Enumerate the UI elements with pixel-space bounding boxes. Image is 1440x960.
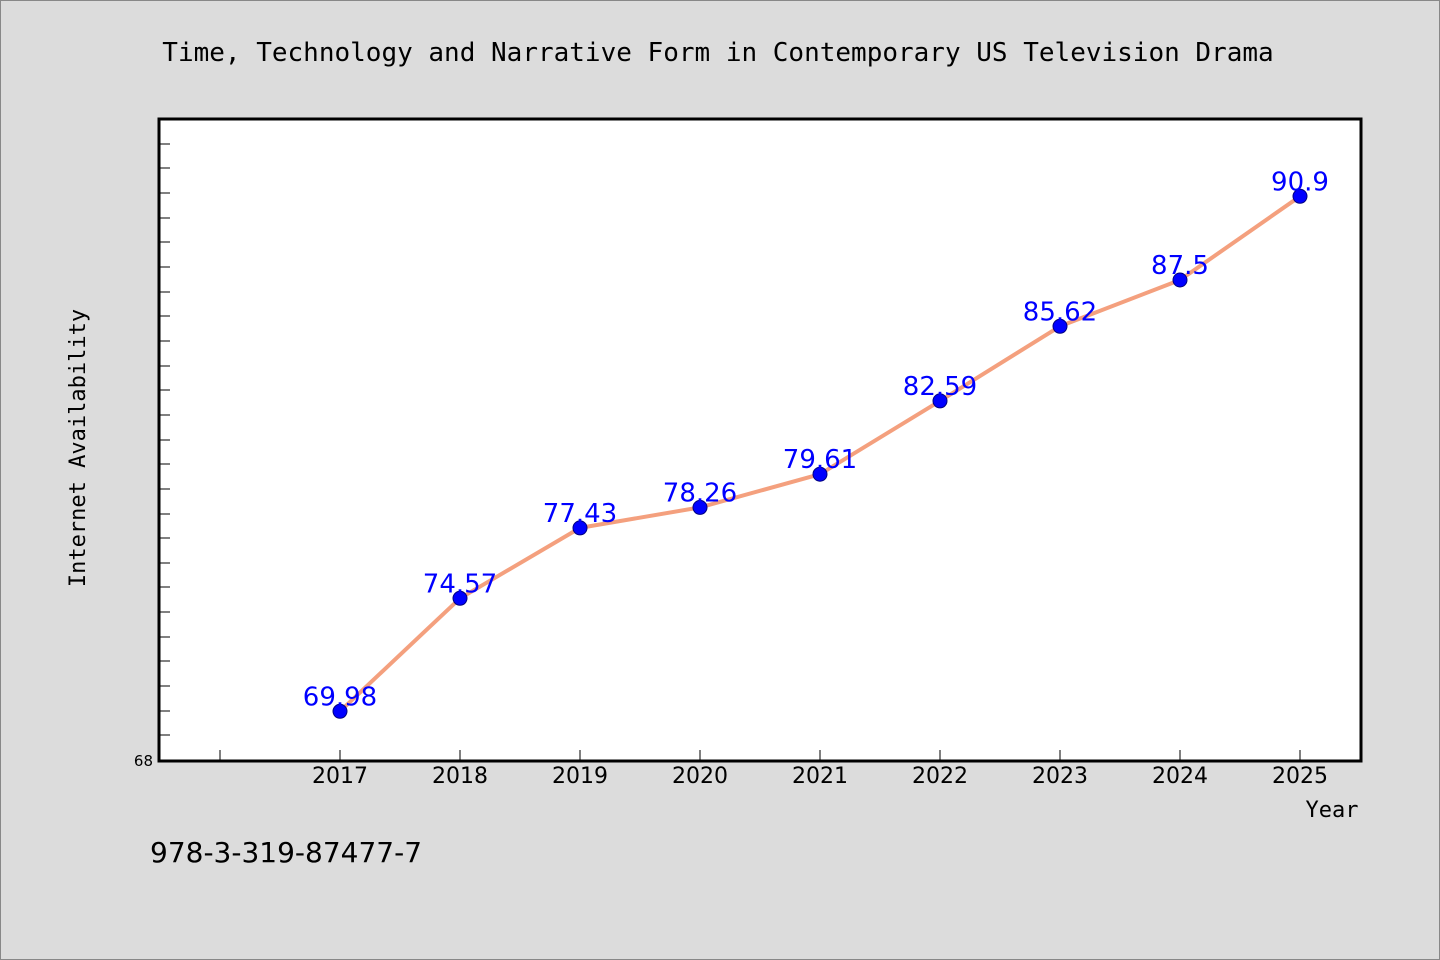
data-point-marker <box>692 499 708 515</box>
data-point-marker <box>1292 188 1308 204</box>
y-tick-label: 68 <box>134 752 153 770</box>
x-tick-label: 2017 <box>312 764 368 789</box>
y-axis-ticks <box>160 143 170 736</box>
chart-title: Time, Technology and Narrative Form in C… <box>162 38 1273 68</box>
data-label: 74.57 <box>423 569 497 599</box>
data-label: 77.43 <box>543 499 617 529</box>
x-tick-label: 2018 <box>432 764 488 789</box>
data-label: 85.62 <box>1023 297 1097 327</box>
data-point-marker <box>572 520 588 536</box>
plot-area <box>157 117 1363 763</box>
data-point-marker <box>932 393 948 409</box>
footnote-isbn: 978-3-319-87477-7 <box>150 836 422 869</box>
data-label: 87.5 <box>1151 251 1209 281</box>
data-label: 79.61 <box>783 445 857 475</box>
x-tick-label: 2023 <box>1032 764 1088 789</box>
data-point-marker <box>812 466 828 482</box>
x-tick-label: 2019 <box>552 764 608 789</box>
x-axis-label: Year <box>1306 798 1359 823</box>
y-axis-label: Internet Availability <box>66 309 91 587</box>
data-label: 90.9 <box>1271 167 1329 197</box>
data-label: 82.59 <box>903 372 977 402</box>
x-axis-ticks <box>219 750 1301 760</box>
data-label: 69.98 <box>303 682 377 712</box>
data-label: 78.26 <box>663 478 737 508</box>
data-point-marker <box>452 590 468 606</box>
x-tick-label: 2021 <box>792 764 848 789</box>
data-point-marker <box>1172 272 1188 288</box>
data-point-marker <box>1052 318 1068 334</box>
x-axis-tick-labels: 2017 2018 2019 2020 2021 2022 2023 2024 2025 <box>312 764 1328 789</box>
x-tick-label: 2022 <box>912 764 968 789</box>
data-labels: 69.98 74.57 77.43 78.26 79.61 82.59 85.62 87.5 9… <box>303 167 1329 712</box>
x-tick-label: 2020 <box>672 764 728 789</box>
data-point-marker <box>332 703 348 719</box>
x-tick-label: 2025 <box>1272 764 1328 789</box>
series-markers <box>332 188 1308 719</box>
x-tick-label: 2024 <box>1152 764 1208 789</box>
